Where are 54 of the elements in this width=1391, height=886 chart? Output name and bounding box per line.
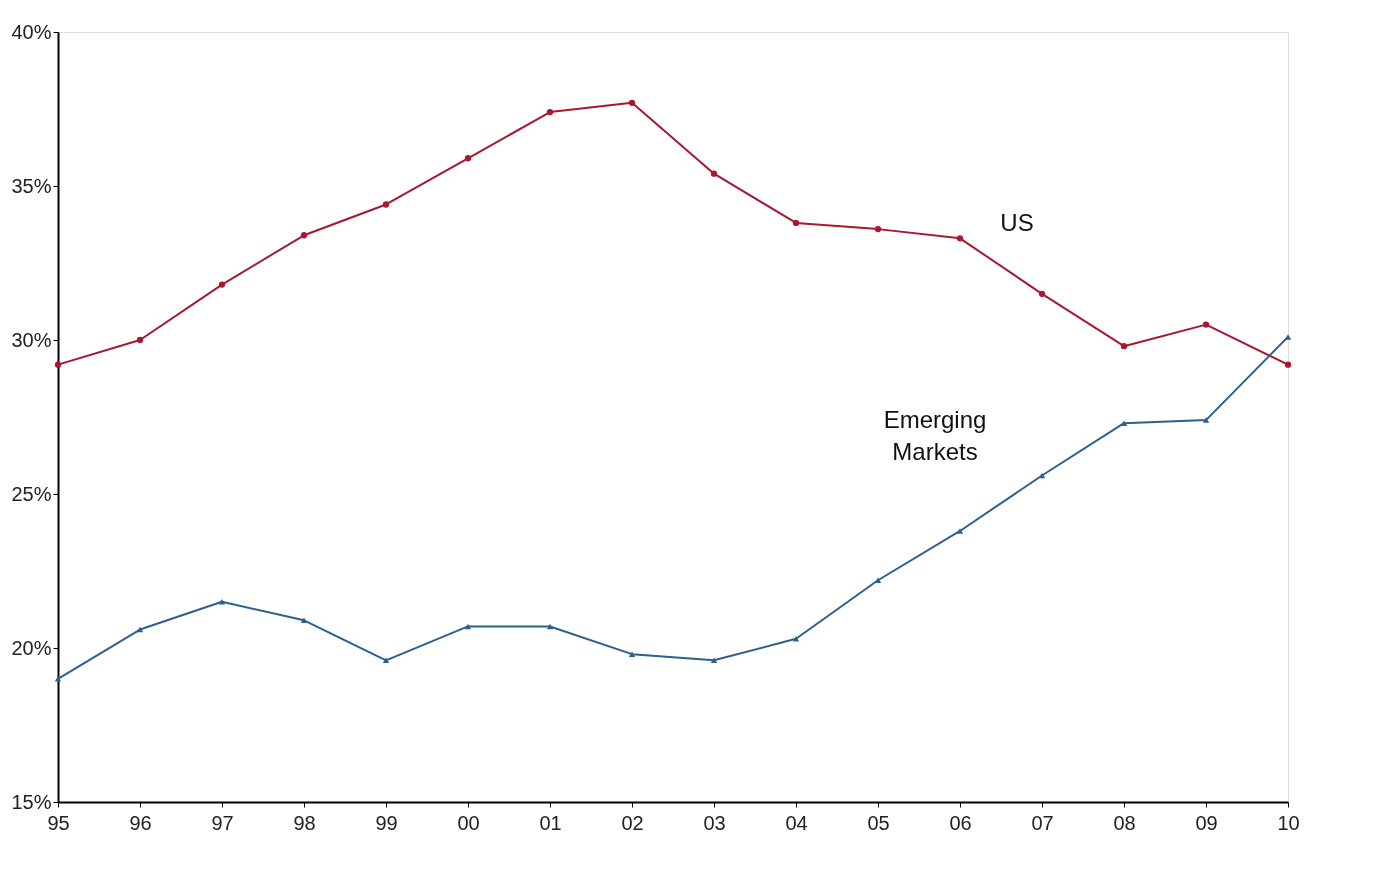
x-tick-label: 99 <box>375 811 398 834</box>
y-tick-label: 40% <box>11 20 52 43</box>
point <box>218 281 226 288</box>
point <box>1120 420 1128 426</box>
x-tick-label: 97 <box>211 811 234 834</box>
x-tick-label: 06 <box>949 811 972 834</box>
point <box>710 170 718 177</box>
point <box>382 657 390 664</box>
point <box>136 626 144 633</box>
x-tick-label: 07 <box>1031 811 1054 834</box>
point <box>1038 290 1046 297</box>
point <box>1202 417 1210 423</box>
x-tick-label: 95 <box>47 811 70 834</box>
point <box>628 651 636 657</box>
x-tick-label: 96 <box>129 811 152 834</box>
point <box>792 219 800 227</box>
point <box>546 108 554 116</box>
point <box>136 336 144 344</box>
point <box>300 617 308 624</box>
point <box>382 201 390 208</box>
point <box>54 676 62 682</box>
point <box>464 155 472 162</box>
point <box>1038 472 1046 479</box>
point <box>956 528 964 534</box>
point <box>300 232 308 239</box>
x-tick-label: 98 <box>293 811 316 834</box>
y-tick-label: 20% <box>11 636 52 659</box>
point <box>628 99 636 106</box>
point <box>874 225 882 233</box>
point <box>1120 343 1128 350</box>
x-tick-label: 09 <box>1195 811 1218 834</box>
x-tick-label: 08 <box>1113 811 1136 834</box>
point <box>1284 361 1292 368</box>
series-label: US <box>1000 208 1034 236</box>
series-label: Emerging Markets <box>883 405 987 465</box>
point <box>464 623 472 630</box>
point <box>956 235 964 242</box>
point <box>54 361 62 368</box>
x-tick-label: 03 <box>703 811 726 834</box>
x-tick-label: 10 <box>1277 811 1300 834</box>
x-tick-label: 02 <box>621 811 644 834</box>
point <box>546 623 554 630</box>
x-tick-label: 00 <box>457 811 480 834</box>
x-tick-label: 04 <box>785 811 808 834</box>
y-tick-label: 15% <box>11 790 52 813</box>
point <box>218 599 226 605</box>
x-tick-label: 01 <box>539 811 562 834</box>
x-tick-label: 05 <box>867 811 890 834</box>
y-tick-label: 25% <box>11 482 52 505</box>
point <box>1284 334 1292 340</box>
point <box>710 657 718 664</box>
point <box>1202 321 1210 328</box>
y-tick-label: 35% <box>11 174 52 197</box>
y-tick-label: 30% <box>11 328 52 351</box>
